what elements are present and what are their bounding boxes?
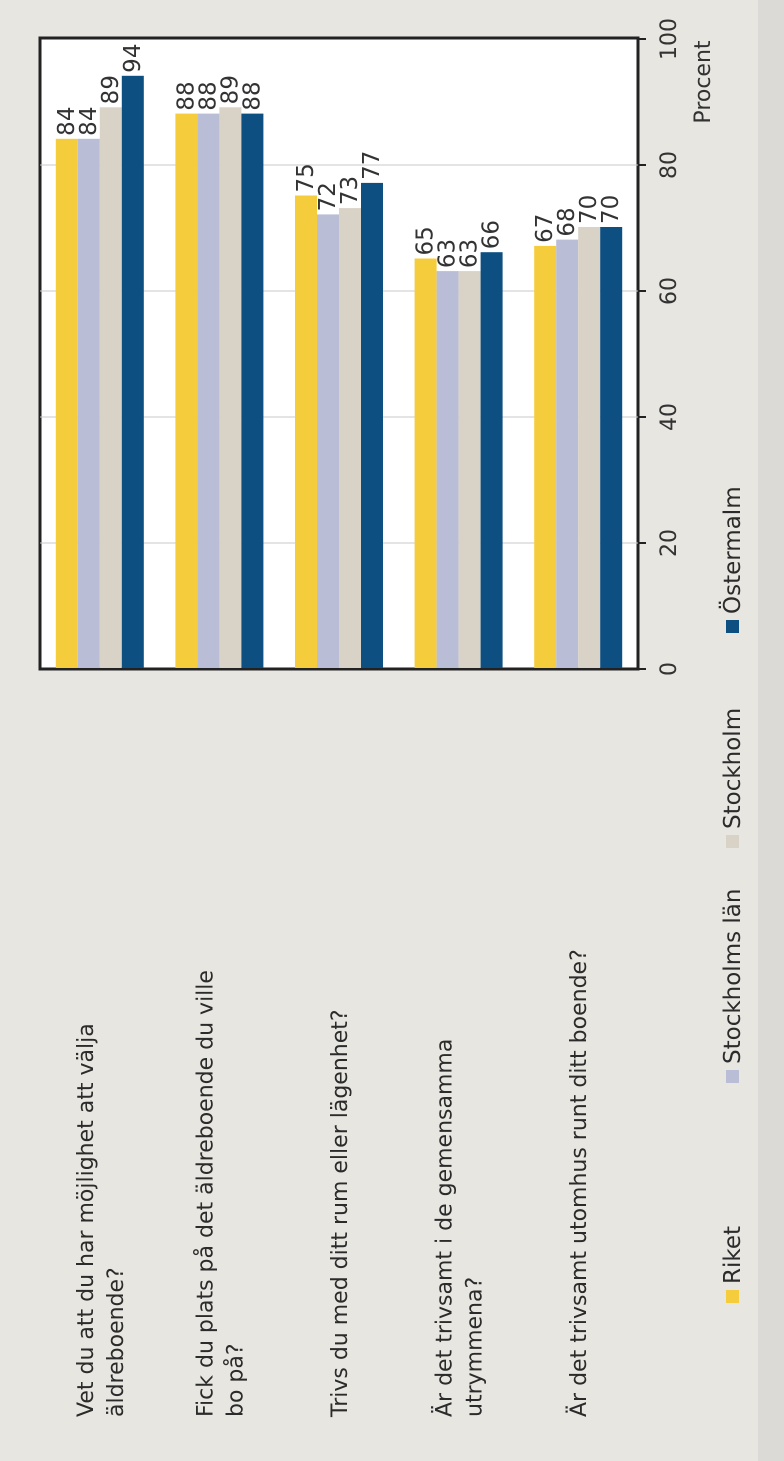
bar-2-östermalm — [241, 113, 264, 668]
x-tick-label-100: 100 — [657, 18, 682, 60]
legend-swatch-3 — [726, 835, 739, 848]
x-tick-label-60: 60 — [657, 277, 682, 305]
data-label-2-4: 88 — [239, 81, 265, 110]
category-label-4-line-2: utrymmena? — [463, 1277, 488, 1417]
legend-label-2: Stockholms län — [720, 889, 746, 1064]
legend-swatch-1 — [726, 1290, 739, 1303]
data-label-1-1: 84 — [54, 107, 80, 136]
x-tick-label-20: 20 — [657, 529, 682, 557]
legend-label-4: Östermalm — [718, 486, 746, 614]
x-axis-title: Procent — [691, 40, 716, 123]
data-label-4-1: 65 — [413, 226, 439, 255]
data-label-3-3: 73 — [337, 176, 363, 205]
data-label-5-3: 70 — [576, 195, 602, 224]
bar-2-stockholms-län — [197, 113, 220, 668]
x-tick-label-80: 80 — [657, 151, 682, 179]
bar-4-riket — [414, 258, 437, 668]
data-label-2-1: 88 — [173, 81, 199, 110]
data-label-3-1: 75 — [293, 163, 319, 192]
category-label-5-line-1: Är det trivsamt utomhus runt ditt boende… — [566, 949, 592, 1417]
legend-swatch-2 — [726, 1070, 739, 1083]
legend-swatch-4 — [726, 620, 739, 633]
bar-5-stockholm — [578, 227, 601, 668]
data-label-2-3: 89 — [217, 75, 243, 104]
x-tick-label-40: 40 — [657, 403, 682, 431]
bar-3-stockholm — [339, 208, 361, 668]
data-label-3-2: 72 — [315, 182, 341, 211]
data-label-1-2: 84 — [76, 107, 102, 136]
bar-1-östermalm — [121, 75, 144, 668]
legend-label-3: Stockholm — [720, 708, 746, 829]
bar-1-stockholms-län — [77, 138, 100, 668]
legend-label-1: Riket — [720, 1226, 746, 1284]
bar-4-stockholm — [458, 271, 481, 668]
data-label-5-1: 67 — [532, 214, 558, 243]
bar-3-stockholms-län — [317, 214, 339, 668]
bar-3-riket — [295, 195, 317, 668]
bar-4-stockholms-län — [436, 271, 459, 668]
category-label-1-line-2: äldreboende? — [104, 1267, 129, 1417]
category-label-1-line-1: Vet du att du har möjlighet att välja — [74, 1023, 99, 1417]
bar-1-stockholm — [99, 107, 122, 668]
category-label-2-line-1: Fick du plats på det äldreboende du vill… — [192, 970, 218, 1417]
bar-4-östermalm — [480, 252, 503, 668]
data-label-2-2: 88 — [195, 81, 221, 110]
bar-2-stockholm — [219, 107, 242, 668]
bar-1-riket — [55, 138, 78, 668]
data-label-5-4: 70 — [598, 195, 624, 224]
bar-5-riket — [534, 245, 557, 668]
data-label-1-3: 89 — [98, 75, 124, 104]
data-label-5-2: 68 — [554, 207, 580, 236]
data-label-4-2: 63 — [435, 239, 461, 268]
category-label-2-line-2: bo på? — [222, 1343, 248, 1417]
x-tick-label-0: 0 — [657, 662, 682, 676]
data-label-4-4: 66 — [479, 220, 505, 249]
data-label-3-4: 77 — [359, 151, 385, 180]
bar-5-stockholms-län — [556, 239, 579, 668]
category-label-3-line-1: Trivs du med ditt rum eller lägenhet? — [328, 1009, 353, 1418]
bar-5-östermalm — [600, 227, 623, 668]
category-label-4-line-1: Är det trivsamt i de gemensamma — [432, 1039, 458, 1417]
page-edge-strip — [758, 0, 784, 1461]
data-label-4-3: 63 — [457, 239, 483, 268]
bar-3-östermalm — [361, 182, 383, 668]
bar-2-riket — [175, 113, 198, 668]
data-label-1-4: 94 — [120, 44, 146, 73]
